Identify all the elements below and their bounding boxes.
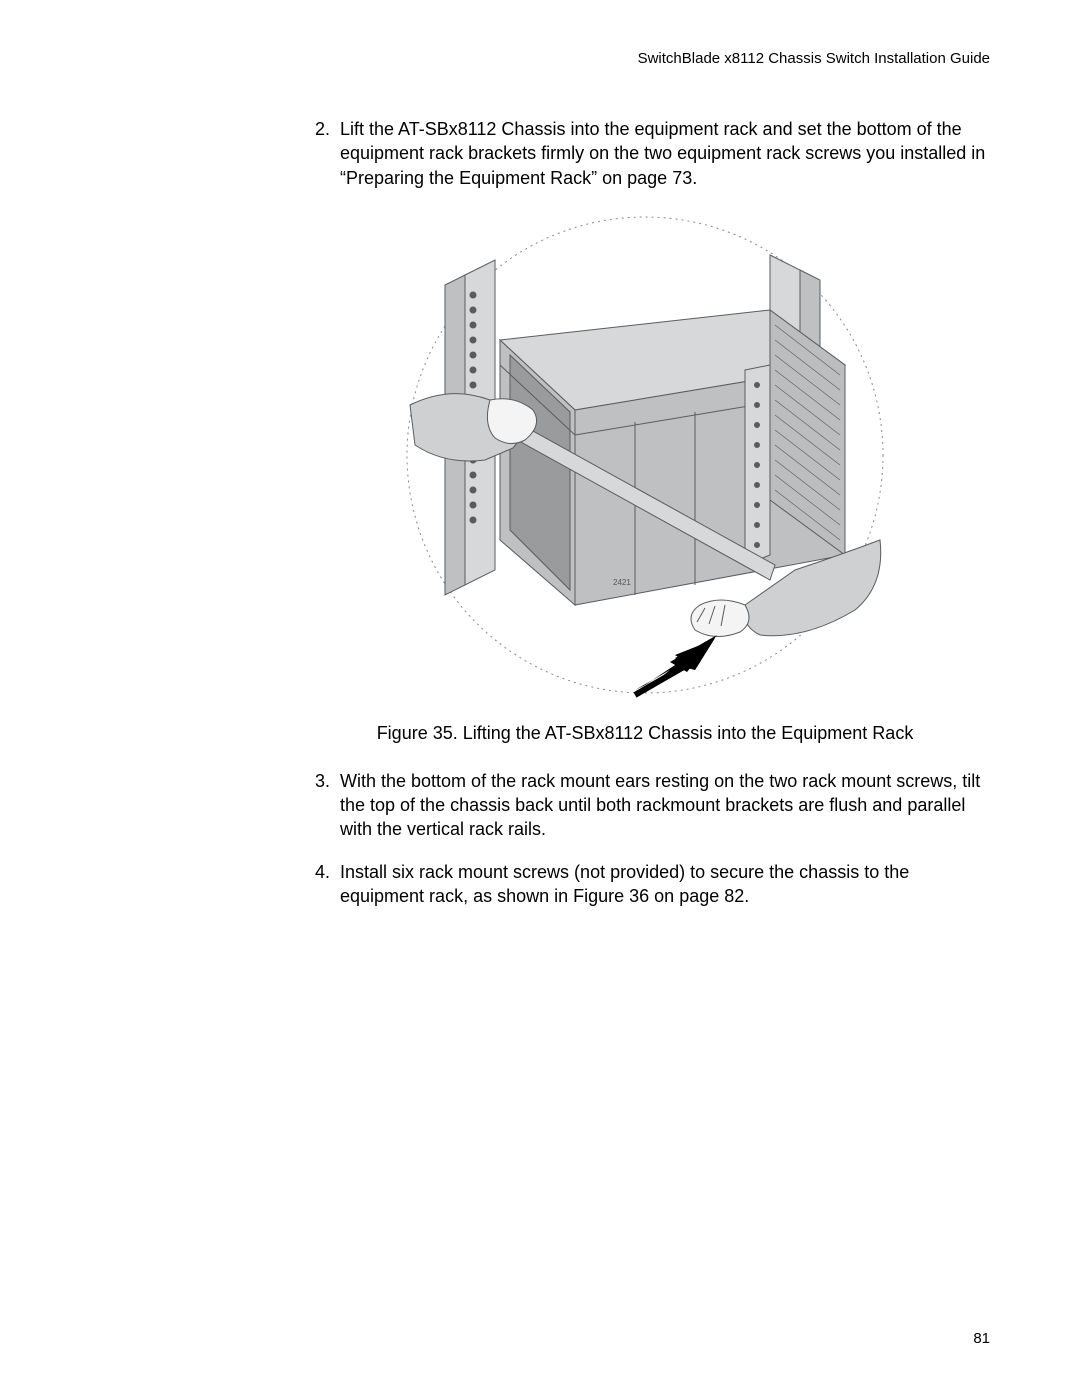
step-text: With the bottom of the rack mount ears r… — [340, 769, 990, 842]
figure-small-label: 2421 — [613, 578, 631, 587]
step-text: Install six rack mount screws (not provi… — [340, 860, 990, 909]
running-header: SwitchBlade x8112 Chassis Switch Install… — [90, 50, 990, 67]
step-number: 3. — [300, 769, 340, 842]
step-number: 2. — [300, 117, 340, 190]
figure-illustration: 2421 — [375, 210, 915, 700]
page-number: 81 — [973, 1330, 990, 1347]
instruction-step: 2. Lift the AT-SBx8112 Chassis into the … — [300, 117, 990, 190]
figure-35: 2421 Figure 35. Lifting the AT-SBx — [300, 210, 990, 744]
content-area: 2. Lift the AT-SBx8112 Chassis into the … — [300, 117, 990, 908]
figure-caption: Figure 35. Lifting the AT-SBx8112 Chassi… — [300, 723, 990, 744]
page: SwitchBlade x8112 Chassis Switch Install… — [0, 0, 1080, 1397]
arrow-shaft — [635, 665, 687, 695]
chassis — [490, 310, 845, 605]
instruction-step: 3. With the bottom of the rack mount ear… — [300, 769, 990, 842]
step-text: Lift the AT-SBx8112 Chassis into the equ… — [340, 117, 990, 190]
instruction-step: 4. Install six rack mount screws (not pr… — [300, 860, 990, 909]
step-number: 4. — [300, 860, 340, 909]
